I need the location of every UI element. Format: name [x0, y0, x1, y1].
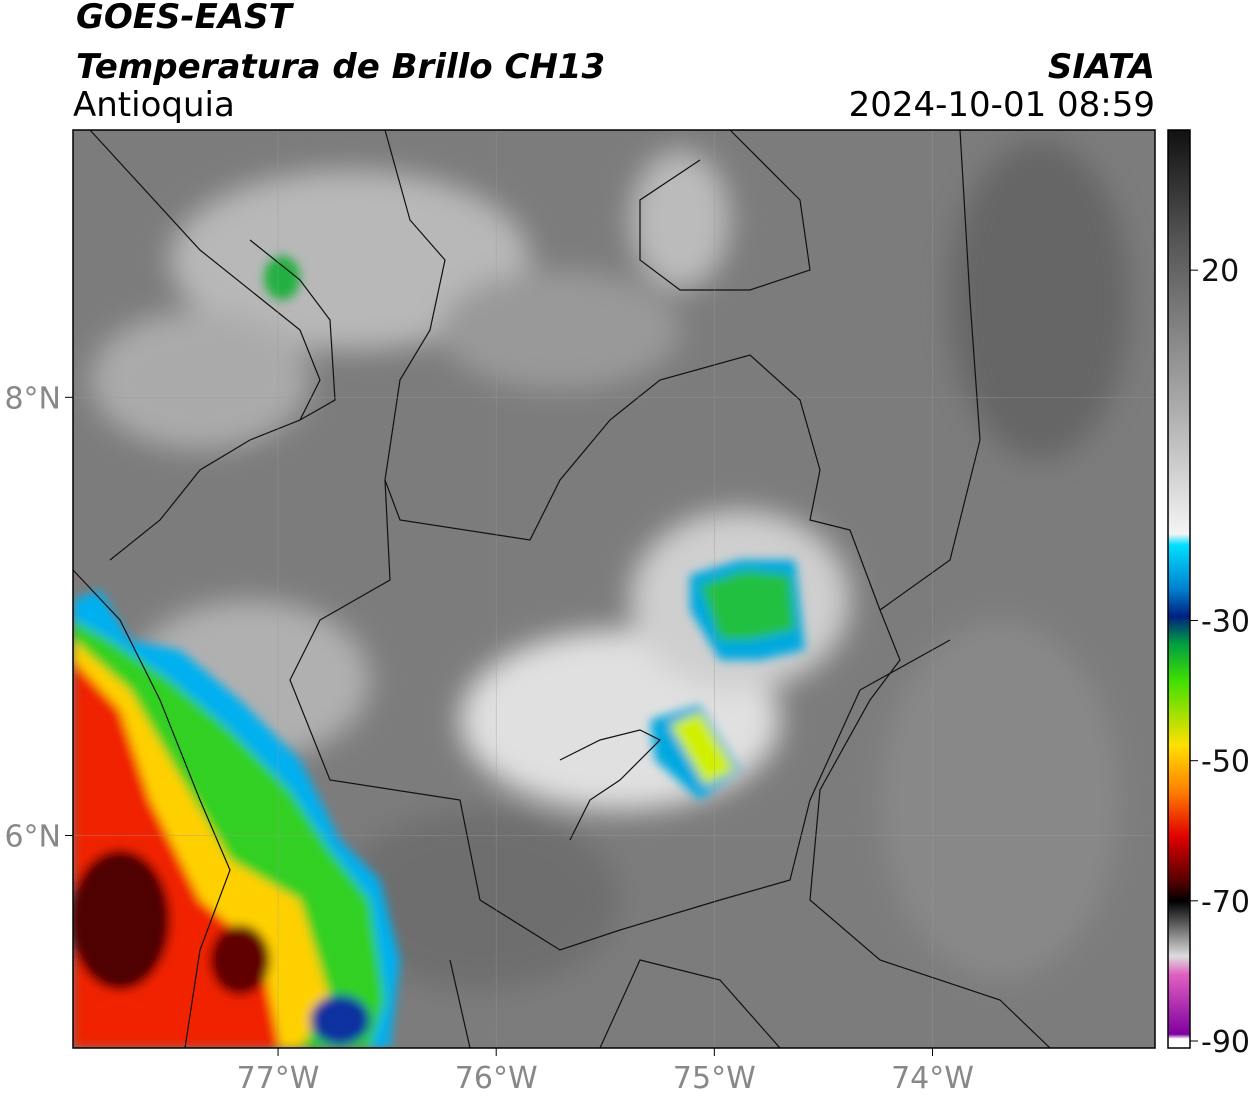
x-tick-label: 74°W [891, 1061, 974, 1096]
map-frame [72, 129, 1156, 1049]
colorbar [1167, 129, 1191, 1049]
y-tick-label: 6°N [4, 819, 61, 854]
colorbar-tick-label: -50 [1201, 745, 1250, 780]
graticule [73, 130, 1155, 1048]
colorbar-tick-label: 20 [1201, 254, 1239, 289]
x-tick-label: 75°W [673, 1061, 756, 1096]
x-tick-label: 77°W [237, 1061, 320, 1096]
colorbar-tick-label: -30 [1201, 605, 1250, 640]
y-tick-label: 8°N [4, 381, 61, 416]
region: Antioquia [73, 85, 235, 125]
title: GOES-EAST [76, 0, 295, 37]
datetime: 2024-10-01 08:59 [849, 85, 1155, 125]
colorbar-tick-label: -70 [1201, 885, 1250, 920]
convection [73, 256, 805, 1048]
colorbar-tick-label: -90 [1201, 1025, 1250, 1060]
x-tick-label: 76°W [455, 1061, 538, 1096]
ticks: 77°W 76°W 75°W 74°W 6°N 8°N 20 -30 -50 -70 -90 [4, 254, 1250, 1096]
satellite-image [73, 130, 1155, 1048]
boundaries [73, 130, 1051, 1048]
subtitle: Temperatura de Brillo CH13 [76, 47, 605, 87]
source: SIATA [1048, 47, 1155, 87]
